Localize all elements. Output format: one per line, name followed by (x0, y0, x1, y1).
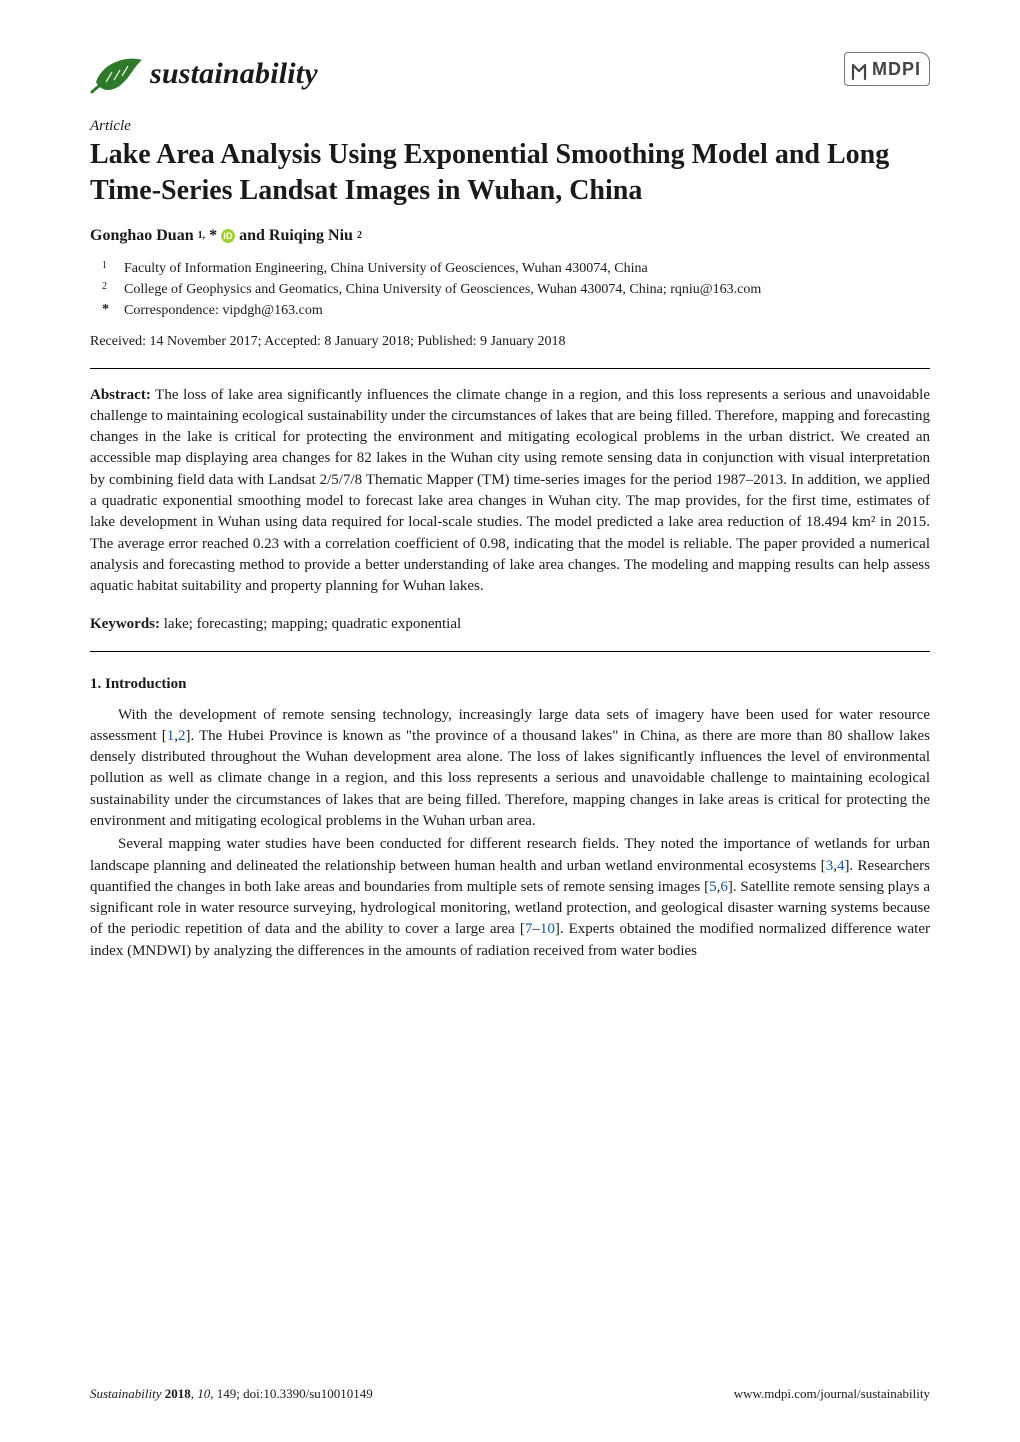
section-heading-introduction: 1. Introduction (90, 676, 930, 693)
header-row: sustainability MDPI (90, 52, 930, 96)
abstract-block: Abstract: The loss of lake area signific… (90, 385, 930, 598)
author-2-affil-sup: 2 (357, 230, 362, 241)
affiliation-1: 1 Faculty of Information Engineering, Ch… (124, 259, 930, 279)
abstract-label: Abstract: (90, 387, 151, 403)
correspondence-marker: * (102, 300, 109, 320)
intro-paragraph-2: Several mapping water studies have been … (90, 834, 930, 962)
author-conjunction: and (239, 227, 265, 245)
publisher-logo: MDPI (844, 52, 930, 86)
article-title: Lake Area Analysis Using Exponential Smo… (90, 137, 930, 209)
journal-logo: sustainability (90, 52, 318, 96)
divider-top (90, 368, 930, 369)
keywords-block: Keywords: lake; forecasting; mapping; qu… (90, 616, 930, 633)
article-dates: Received: 14 November 2017; Accepted: 8 … (90, 334, 930, 350)
authors-line: Gonghao Duan 1,* iD and Ruiqing Niu 2 (90, 227, 930, 245)
journal-name: sustainability (150, 57, 318, 91)
affiliation-2: 2 College of Geophysics and Geomatics, C… (124, 280, 930, 300)
abstract-text: The loss of lake area significantly infl… (90, 387, 930, 595)
affiliation-1-marker: 1 (102, 259, 107, 274)
footer-article-doi: 149; doi:10.3390/su10010149 (217, 1386, 373, 1401)
citation-link-10[interactable]: 10 (540, 921, 555, 937)
divider-bottom (90, 651, 930, 652)
leaf-icon (90, 52, 144, 96)
intro-paragraph-1: With the development of remote sensing t… (90, 705, 930, 833)
footer-year: 2018 (165, 1386, 191, 1401)
affiliation-1-text: Faculty of Information Engineering, Chin… (124, 261, 648, 276)
mdpi-mark-icon (850, 57, 868, 81)
footer-left: Sustainability 2018, 10, 149; doi:10.339… (90, 1386, 373, 1402)
citation-range-dash: – (532, 921, 540, 937)
footer-url[interactable]: www.mdpi.com/journal/sustainability (734, 1386, 930, 1401)
citation-link-6[interactable]: 6 (720, 879, 728, 895)
affiliations-block: 1 Faculty of Information Engineering, Ch… (90, 259, 930, 322)
keywords-text: lake; forecasting; mapping; quadratic ex… (164, 616, 461, 632)
author-2-name: Ruiqing Niu (269, 227, 353, 245)
intro-p2-text-a: Several mapping water studies have been … (90, 836, 930, 873)
orcid-icon[interactable]: iD (221, 229, 235, 243)
affiliation-2-marker: 2 (102, 280, 107, 295)
publisher-logo-text: MDPI (872, 59, 921, 80)
article-type-label: Article (90, 118, 930, 135)
citation-link-5[interactable]: 5 (709, 879, 717, 895)
footer-journal: Sustainability (90, 1386, 162, 1401)
correspondence-row: * Correspondence: vipdgh@163.com (124, 301, 930, 321)
correspondence-text: Correspondence: vipdgh@163.com (124, 303, 323, 318)
affiliation-2-text: College of Geophysics and Geomatics, Chi… (124, 282, 761, 297)
author-1-corresp-mark: * (209, 227, 217, 245)
footer-right: www.mdpi.com/journal/sustainability (734, 1386, 930, 1402)
footer-volume: 10 (197, 1386, 210, 1401)
author-1-affil-sup: 1, (198, 230, 206, 241)
svg-text:iD: iD (224, 231, 234, 241)
keywords-label: Keywords: (90, 616, 160, 632)
intro-p1-text-b: ]. The Hubei Province is known as "the p… (90, 728, 930, 829)
author-1-name: Gonghao Duan (90, 227, 194, 245)
page-footer: Sustainability 2018, 10, 149; doi:10.339… (90, 1386, 930, 1402)
